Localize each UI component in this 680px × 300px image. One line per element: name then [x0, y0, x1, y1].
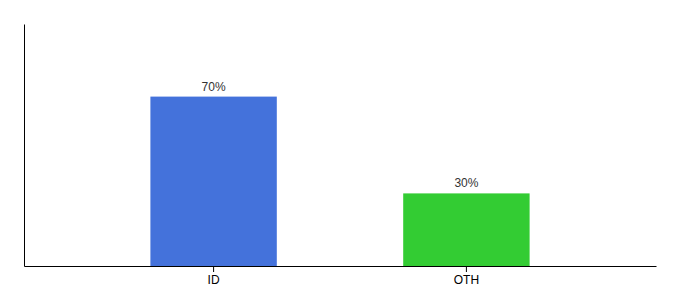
chart-svg: ID OTH 70% 30%	[0, 0, 680, 300]
x-tick-label: OTH	[454, 273, 479, 287]
data-label: 70%	[202, 80, 226, 94]
y-axis-line	[24, 25, 25, 267]
y-axis	[24, 25, 25, 267]
x-axis: ID OTH	[25, 266, 657, 287]
x-tick: ID	[208, 266, 220, 287]
x-tick: OTH	[454, 266, 479, 287]
bar	[150, 97, 276, 266]
bar	[403, 193, 529, 266]
x-tick-label: ID	[208, 273, 220, 287]
data-label: 30%	[454, 176, 478, 190]
x-axis-line	[25, 266, 657, 267]
data-labels: 70% 30%	[202, 80, 479, 191]
x-tick-mark	[213, 266, 214, 272]
chart-container: ID OTH 70% 30%	[0, 0, 680, 300]
bars	[150, 97, 529, 266]
plot-area: ID OTH 70% 30%	[25, 25, 657, 287]
x-tick-mark	[466, 266, 467, 272]
